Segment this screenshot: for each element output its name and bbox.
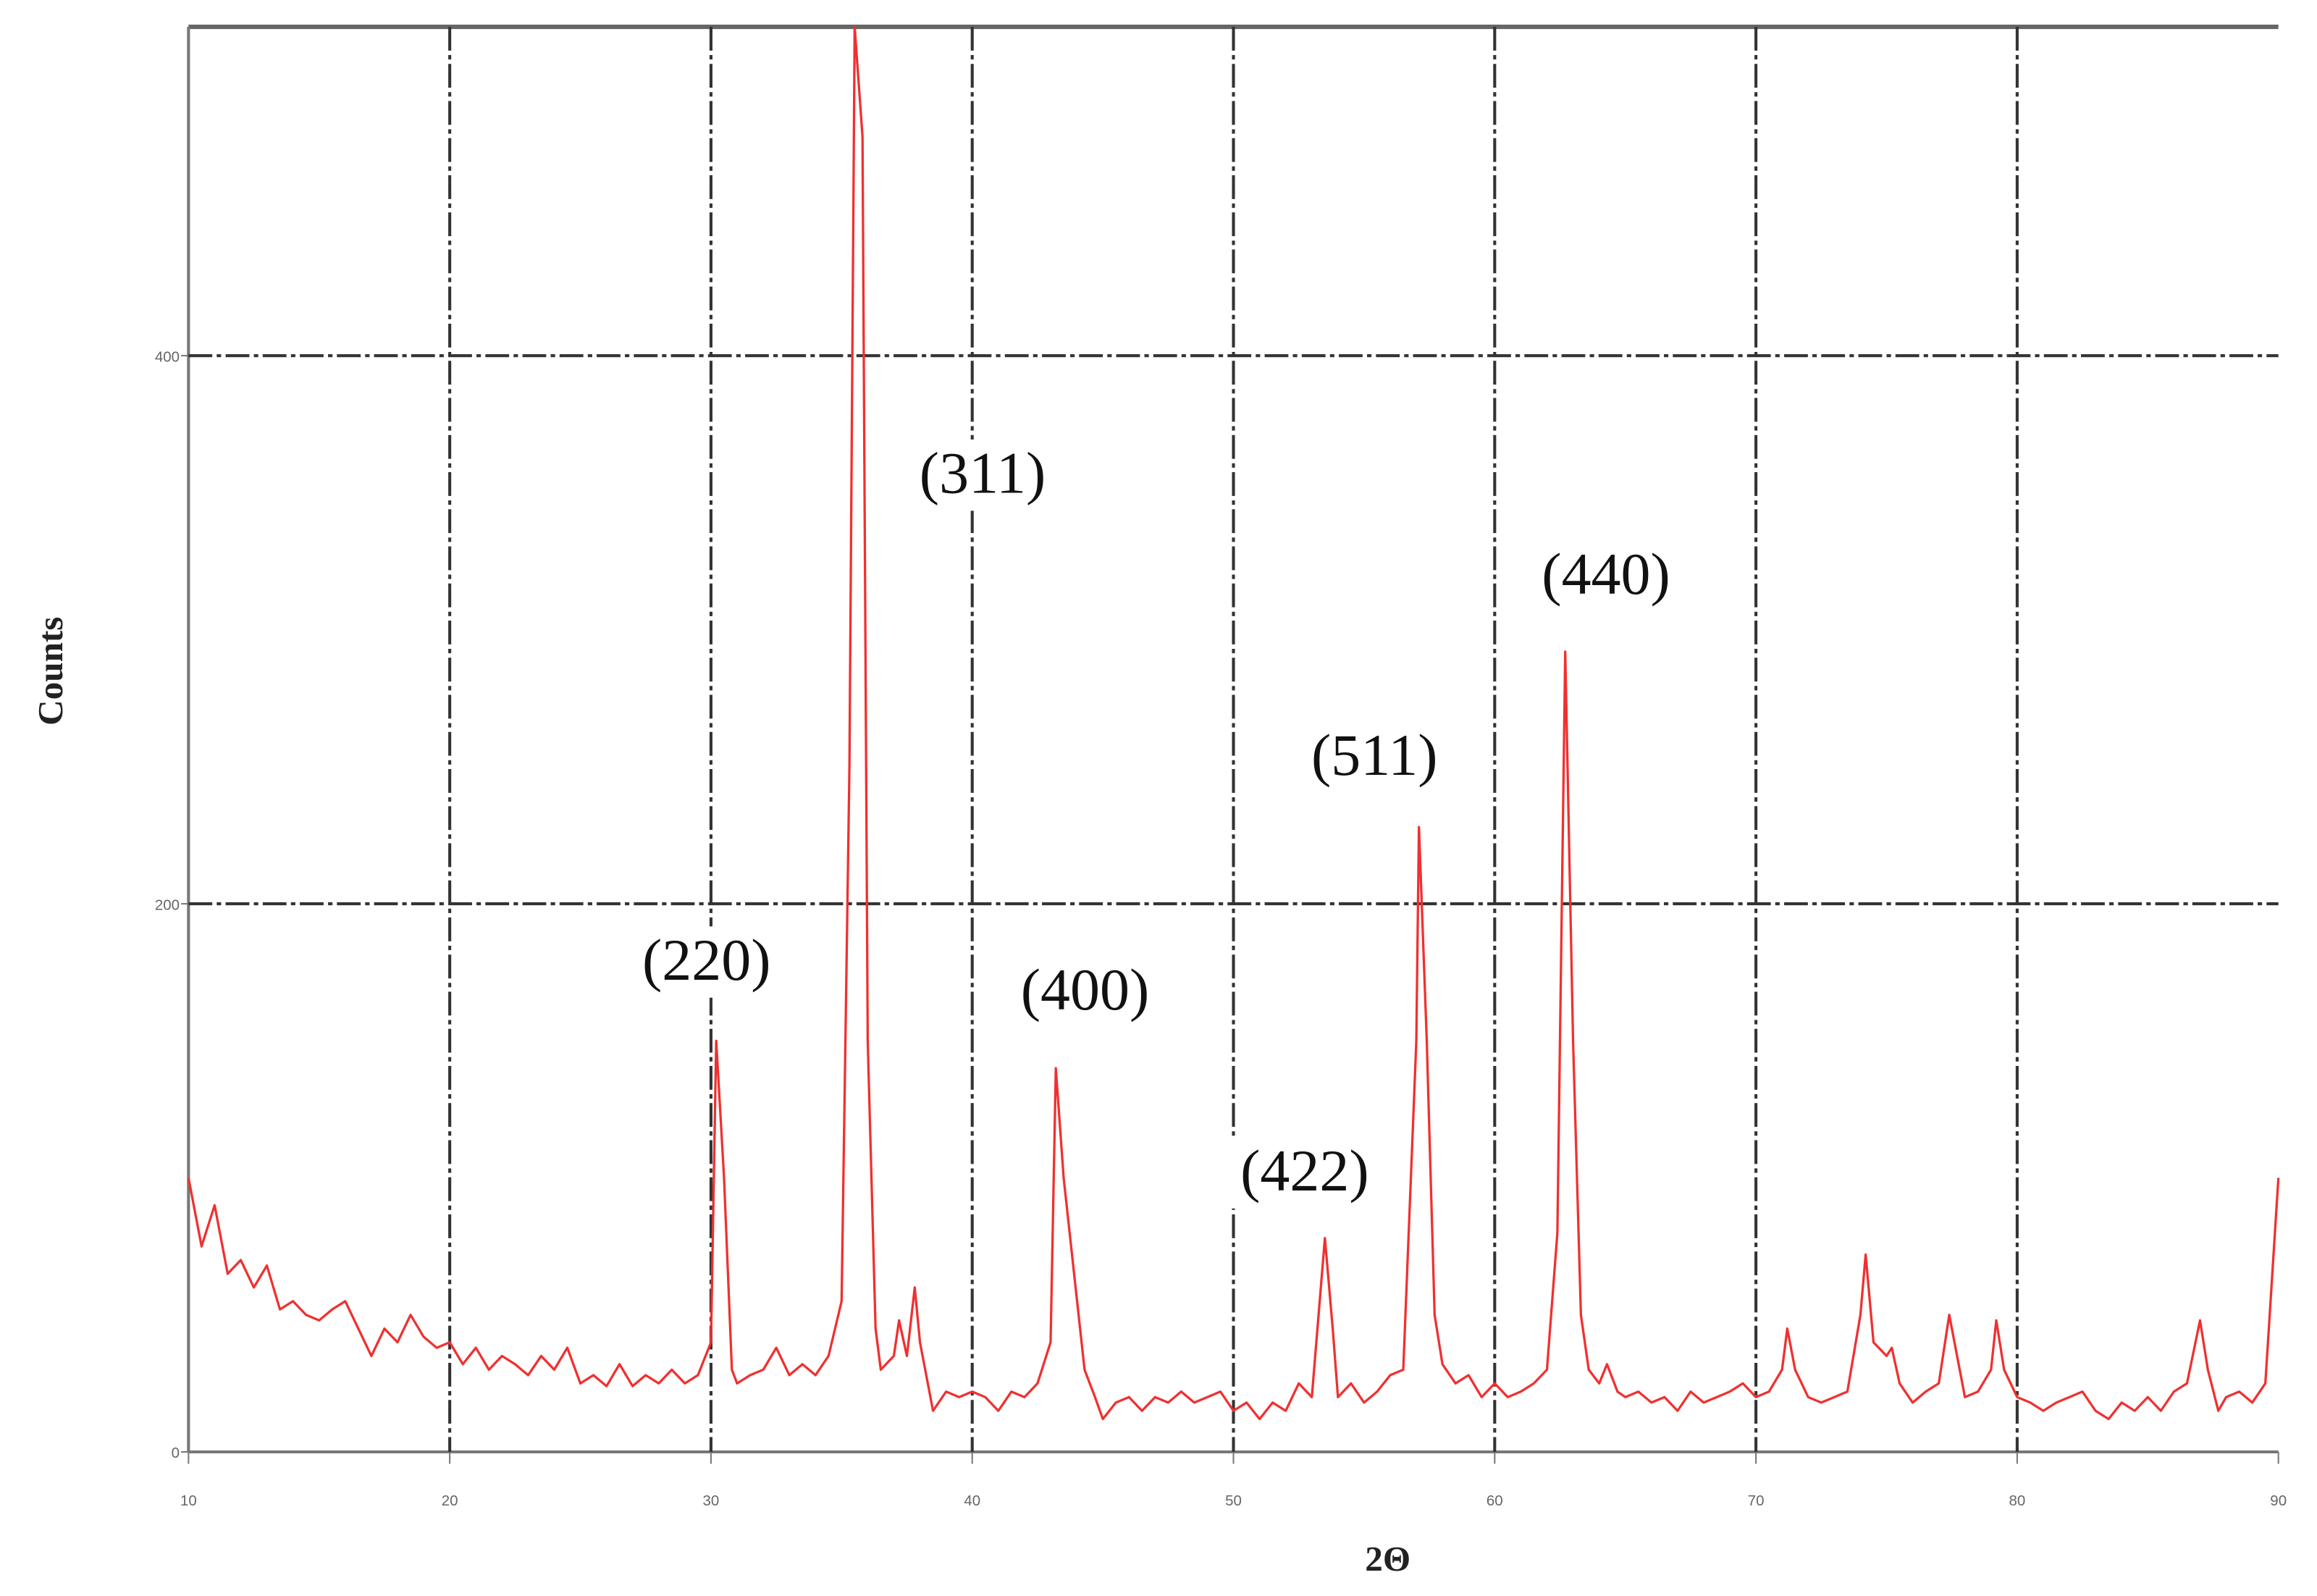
peak-annotation: (440) [1542, 541, 1670, 607]
y-tick-label: 400 [155, 348, 180, 365]
y-tick-label: 0 [172, 1445, 180, 1461]
peak-annotation: (311) [920, 440, 1046, 506]
y-axis-title: Counts [30, 617, 70, 726]
x-tick-label: 70 [1748, 1492, 1765, 1509]
annotation-background [1520, 540, 1692, 612]
peak-annotation: (422) [1240, 1138, 1369, 1204]
annotation-background [998, 956, 1172, 1028]
annotation-background [896, 439, 1069, 511]
x-tick-label: 90 [2270, 1492, 2287, 1509]
x-axis-title: 2Θ [1365, 1539, 1410, 1579]
annotation-background [1288, 721, 1461, 793]
x-tick-label: 40 [964, 1492, 980, 1509]
data-line [187, 25, 2280, 1421]
peak-annotation: (511) [1311, 722, 1438, 788]
y-tick-label: 200 [155, 896, 180, 913]
x-tick-label: 20 [442, 1492, 458, 1509]
x-tick-label: 80 [2009, 1492, 2026, 1509]
annotation-background [620, 926, 793, 998]
x-tick-label: 30 [703, 1492, 720, 1509]
x-tick-label: 50 [1225, 1492, 1242, 1509]
x-tick-label: 10 [180, 1492, 197, 1509]
peak-annotation: (400) [1021, 957, 1150, 1022]
x-tick-label: 60 [1487, 1492, 1503, 1509]
peak-annotation: (220) [642, 927, 771, 993]
annotation-background [1219, 1137, 1391, 1209]
